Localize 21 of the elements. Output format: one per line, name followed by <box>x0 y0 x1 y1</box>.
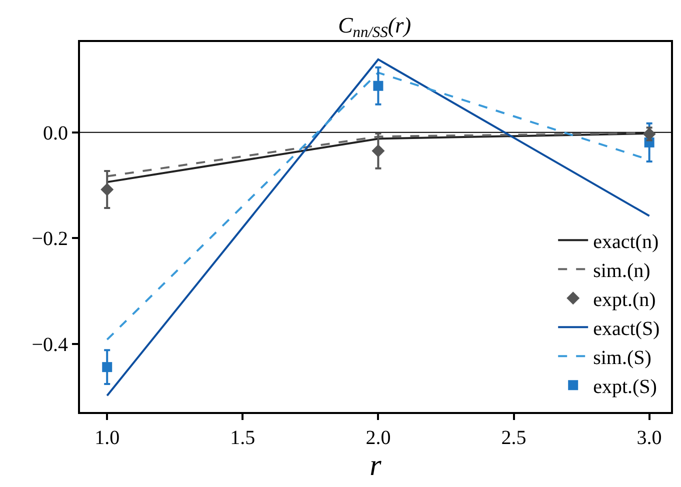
legend-label: exact(n) <box>593 230 659 253</box>
chart-title: C$_{nn/SS}$(r) <box>338 12 412 42</box>
legend-label: sim.(S) <box>593 346 652 369</box>
legend-label: exact(S) <box>593 318 660 340</box>
x-axis-title: r <box>370 449 382 482</box>
point <box>102 362 112 372</box>
y-tick-label: 0.0 <box>43 122 68 144</box>
x-tick-label: 3.0 <box>636 427 662 449</box>
legend-label: sim.(n) <box>593 260 650 282</box>
point <box>373 80 384 91</box>
x-tick-label: 1.0 <box>94 427 120 449</box>
x-tick-label: 2.5 <box>501 427 526 449</box>
y-tick-label: −0.4 <box>32 334 68 356</box>
point <box>100 182 114 196</box>
x-tick-label: 1.5 <box>230 427 256 449</box>
legend-label: expt.(S) <box>593 376 657 398</box>
legend-label: expt.(n) <box>593 288 656 311</box>
x-tick-label: 2.0 <box>366 427 391 449</box>
y-tick-label: −0.2 <box>32 228 68 250</box>
point <box>642 127 656 140</box>
point <box>372 144 385 158</box>
